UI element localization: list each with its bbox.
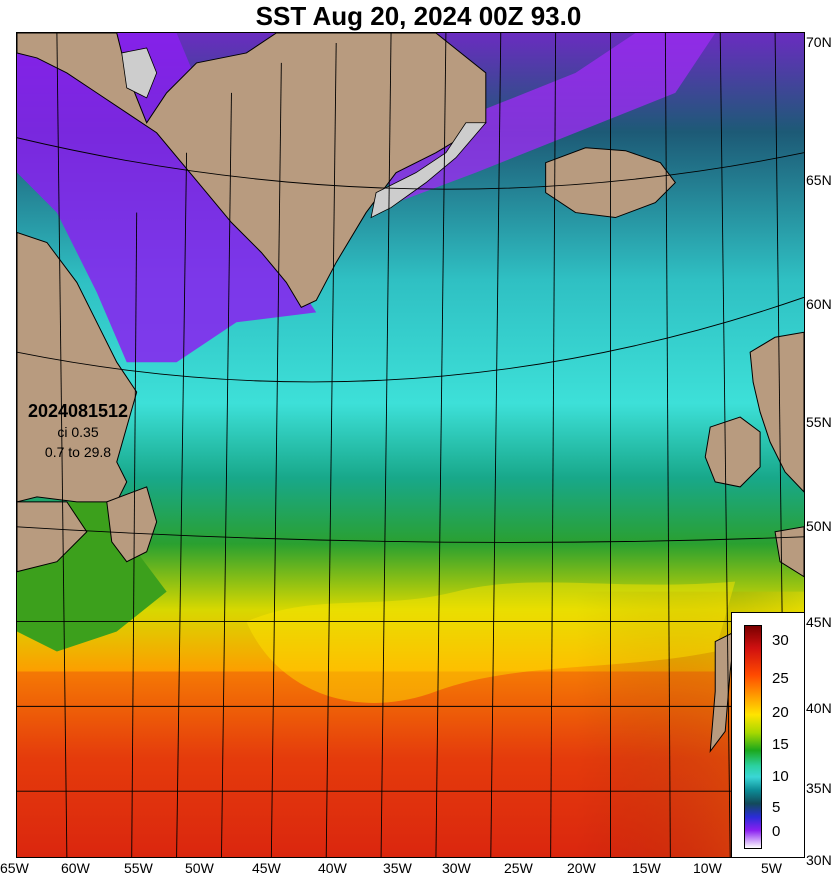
lon-label-10w: 10W xyxy=(693,860,722,876)
lon-label-25w: 25W xyxy=(504,860,533,876)
lon-label-65w: 65W xyxy=(0,860,29,876)
lon-label-60w: 60W xyxy=(61,860,90,876)
quebec-landmass xyxy=(17,501,88,573)
lon-label-40w: 40W xyxy=(318,860,347,876)
lat-label-70n: 70N xyxy=(806,34,832,50)
colorbar-tick-10: 10 xyxy=(772,768,789,785)
lon-label-20w: 20W xyxy=(567,860,596,876)
run-info: 2024081512 ci 0.35 0.7 to 29.8 xyxy=(8,400,148,462)
lon-label-50w: 50W xyxy=(185,860,214,876)
labrador-landmass xyxy=(17,231,138,503)
greenland-ice-cap xyxy=(121,47,158,99)
lon-label-35w: 35W xyxy=(383,860,412,876)
lon-label-30w: 30W xyxy=(442,860,471,876)
lat-label-35n: 35N xyxy=(806,780,832,796)
lat-label-60n: 60N xyxy=(806,296,832,312)
colorbar-legend: 30 25 20 15 10 5 0 xyxy=(731,612,805,858)
map-title: SST Aug 20, 2024 00Z 93.0 xyxy=(255,1,582,31)
britain-landmass xyxy=(749,331,804,493)
lat-label-65n: 65N xyxy=(806,172,832,188)
lat-label-30n: 30N xyxy=(806,852,832,868)
colorbar-tick-0: 0 xyxy=(772,823,781,840)
sst-map-canvas xyxy=(17,33,804,857)
subtropical-front xyxy=(246,581,736,703)
brittany-landmass xyxy=(774,526,804,578)
warm-water-south xyxy=(17,671,804,857)
colorbar-tick-5: 5 xyxy=(772,799,781,816)
cold-water-denmark-strait xyxy=(376,33,716,203)
colorbar-tick-30: 30 xyxy=(772,632,789,649)
lon-label-15w: 15W xyxy=(632,860,661,876)
lat-label-55n: 55N xyxy=(806,414,832,430)
value-range: 0.7 to 29.8 xyxy=(44,444,112,460)
colorbar-tick-15: 15 xyxy=(772,736,789,753)
lat-label-40n: 40N xyxy=(806,700,832,716)
contour-interval: ci 0.35 xyxy=(57,424,99,440)
lat-label-45n: 45N xyxy=(806,614,832,630)
cold-water-greenland xyxy=(17,33,317,363)
run-id: 2024081512 xyxy=(27,401,129,421)
ireland-landmass xyxy=(704,416,761,488)
colorbar-tick-20: 20 xyxy=(772,704,789,721)
lon-label-55w: 55W xyxy=(124,860,153,876)
colorbar-ramp xyxy=(744,625,762,849)
sst-map xyxy=(16,32,805,858)
sea-ice-east-greenland xyxy=(370,122,487,219)
greenland-landmass xyxy=(17,33,487,308)
lon-label-45w: 45W xyxy=(252,860,281,876)
lat-label-50n: 50N xyxy=(806,518,832,534)
colorbar-tick-25: 25 xyxy=(772,670,789,687)
newfoundland-landmass xyxy=(106,486,158,563)
lon-label-5w: 5W xyxy=(761,860,782,876)
